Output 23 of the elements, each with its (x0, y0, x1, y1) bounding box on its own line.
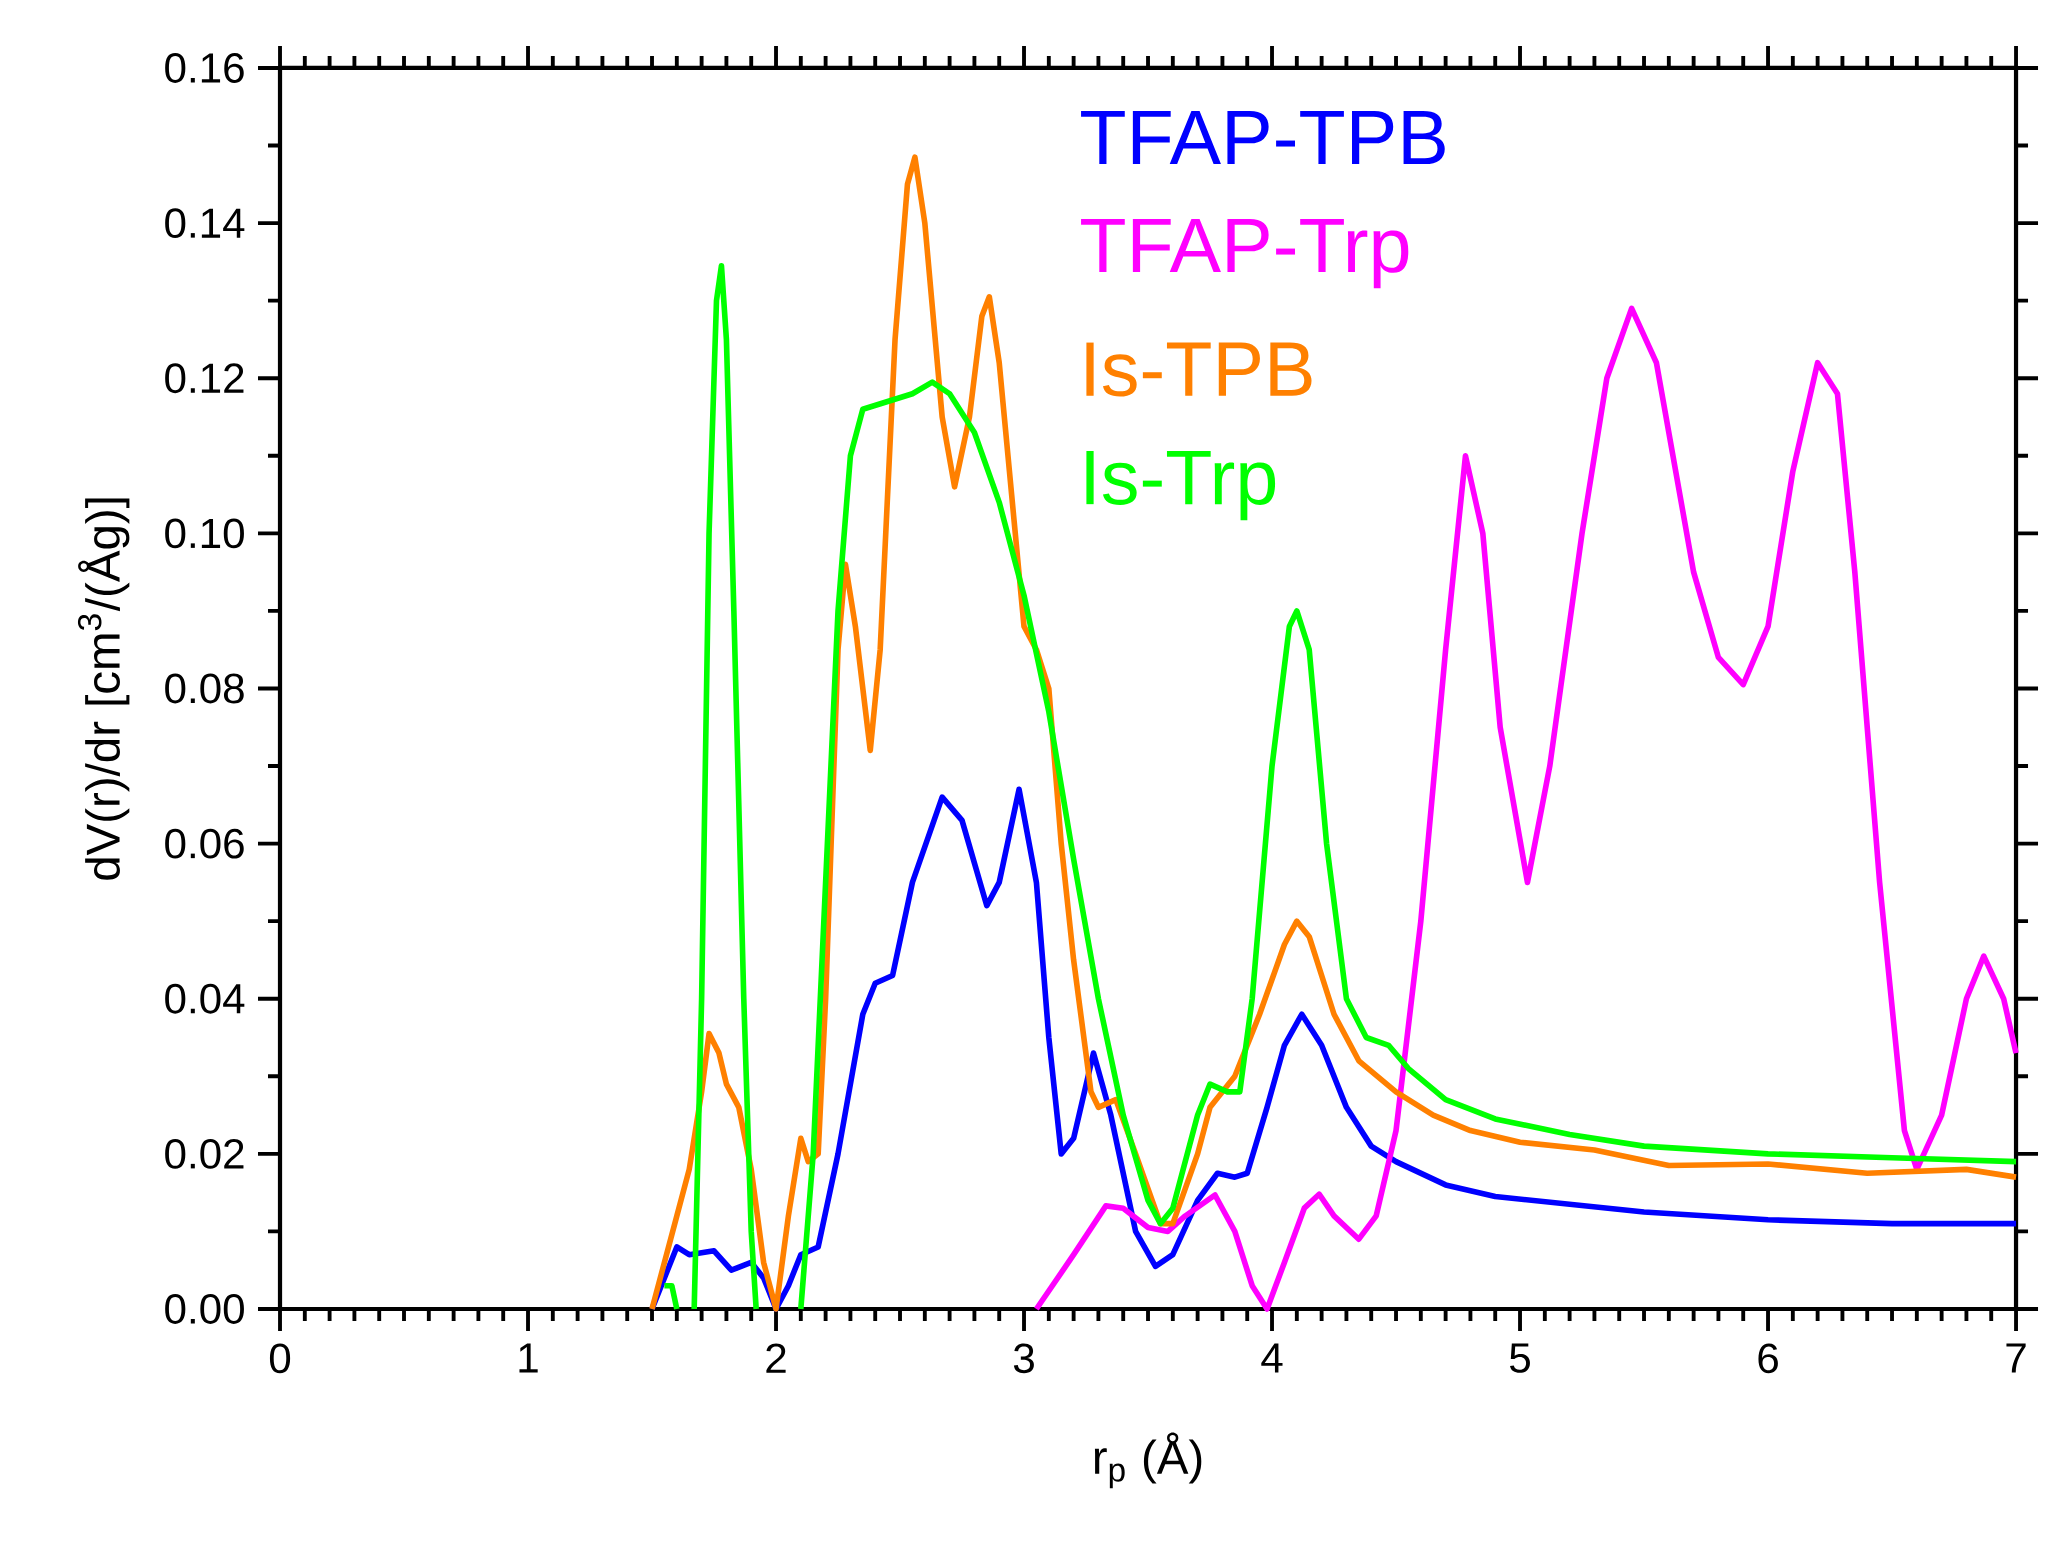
series-label: Is-TPB (1086, 342, 1312, 397)
x-tick-label: 0 (269, 1343, 291, 1374)
x-tick-label: 5 (1510, 1343, 1530, 1373)
y-tick-label: 0.12 (165, 363, 244, 394)
text: TFAP-TPB (1081, 110, 1445, 165)
y-tick-label: 0.04 (165, 983, 245, 1014)
y-tick-label: 0.06 (165, 828, 244, 859)
x-tick-label: 6 (1758, 1343, 1778, 1374)
x-axis-title: r$_{p}$ (Å) (1094, 1432, 1202, 1489)
x-tick-label: 4 (1261, 1343, 1283, 1373)
series-label: Is-Trp (1086, 450, 1276, 521)
y-tick-label: 0.08 (165, 673, 244, 704)
x-tick-label: 1 (519, 1343, 538, 1373)
y-tick-label: 0.16 (165, 53, 244, 83)
y-tick-label: 0.02 (165, 1138, 244, 1169)
y-tick-label: 0.00 (165, 1294, 244, 1324)
y-tick-label: 0.10 (165, 518, 244, 549)
x-tick-label: 7 (2006, 1343, 2026, 1373)
y-tick-label: 0.14 (165, 208, 245, 239)
x-tick-label: 2 (766, 1343, 786, 1373)
text: TFAP-Trp (1081, 218, 1409, 289)
x-tick-label: 3 (1013, 1343, 1034, 1374)
y-axis-title: dV(r)/dr [cm$^{3}$/(Åg)] (77, 498, 130, 880)
